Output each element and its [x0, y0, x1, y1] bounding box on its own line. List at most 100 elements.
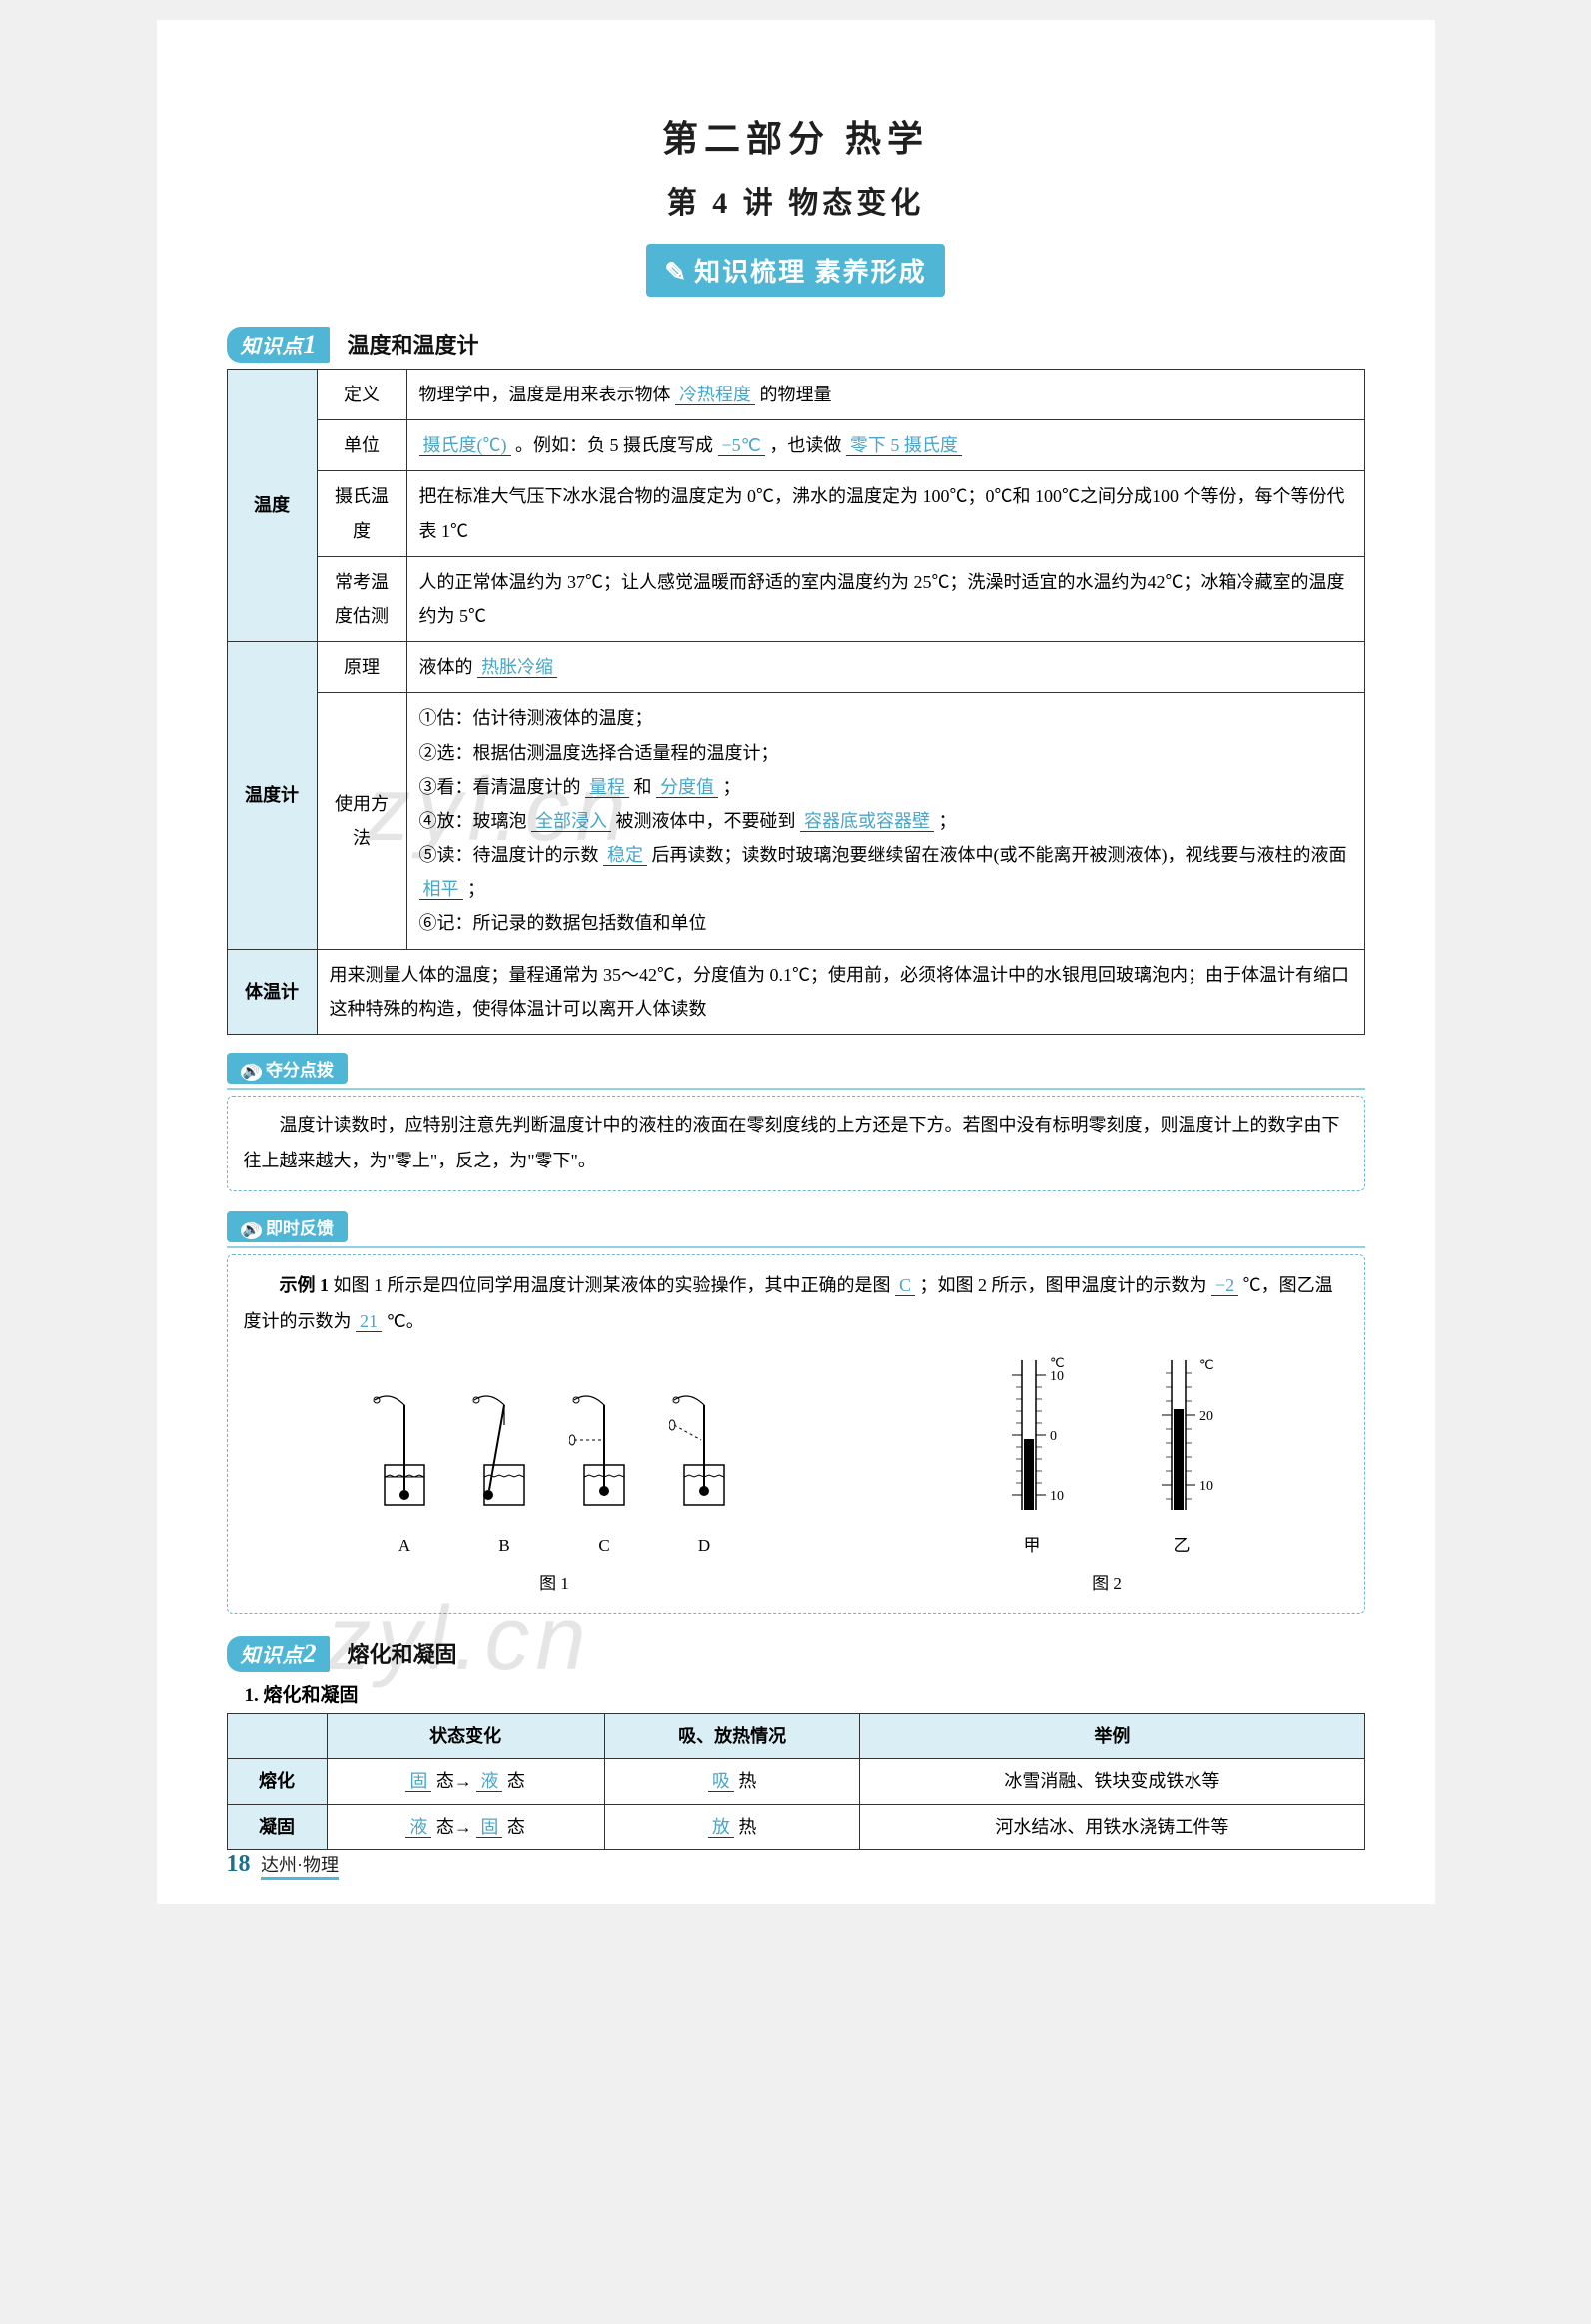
feedback-section: 即时反馈 示例 1 如图 1 所示是四位同学用温度计测某液体的实验操作，其中正确…	[227, 1211, 1365, 1614]
t: ④放：玻璃泡	[419, 811, 532, 831]
t: 态→	[431, 1771, 476, 1791]
t: 热	[734, 1817, 757, 1837]
beaker-d-label: D	[669, 1529, 739, 1563]
feedback-strip	[227, 1246, 1365, 1248]
t: 态	[502, 1771, 525, 1791]
tip-strip	[227, 1088, 1365, 1090]
blank: 分度值	[656, 777, 718, 798]
beaker-a: A	[370, 1395, 439, 1563]
kp2-h1: 状态变化	[327, 1714, 604, 1759]
banner-icon: ✎	[664, 258, 688, 288]
table-row: 单位 摄氏度(℃) 。例如：负 5 摄氏度写成 −5℃ ，也读做 零下 5 摄氏…	[227, 420, 1364, 471]
kp1-r2b-l3: ③看：看清温度计的 量程 和 分度值 ；	[419, 770, 1352, 804]
blank: 液	[405, 1817, 431, 1838]
blank: 量程	[585, 777, 629, 798]
kp2-r0-heat: 吸 热	[604, 1759, 860, 1804]
therm-jia: 10 0 10 ℃ 甲	[992, 1355, 1072, 1563]
kp1-r1a-cell: 物理学中，温度是用来表示物体 冷热程度 的物理量	[406, 370, 1364, 420]
page: zyl.cn zyl.cn 第二部分 热学 第 4 讲 物态变化 ✎知识梳理 素…	[157, 20, 1435, 1904]
t: ；	[463, 879, 486, 899]
kp1-r1b-b3: 零下 5 摄氏度	[846, 435, 962, 456]
kp2-r1-head: 凝固	[227, 1804, 327, 1849]
blank: 全部浸入	[531, 811, 611, 832]
kp1-r1b-b1: 摄氏度(℃)	[419, 435, 511, 456]
kp1-r1a-label: 定义	[317, 370, 406, 420]
feedback-text: 示例 1 如图 1 所示是四位同学用温度计测某液体的实验操作，其中正确的是图 C…	[244, 1267, 1348, 1339]
kp1-r1d-cell: 人的正常体温约为 37℃；让人感觉温暖而舒适的室内温度约为 25℃；洗澡时适宜的…	[406, 556, 1364, 641]
kp1-r1b-t1: 。例如：负 5 摄氏度写成	[511, 435, 718, 455]
kp1-r1b-label: 单位	[317, 420, 406, 471]
table-row: 体温计 用来测量人体的温度；量程通常为 35～42℃，分度值为 0.1℃；使用前…	[227, 949, 1364, 1034]
therm-jia-icon: 10 0 10 ℃	[992, 1355, 1072, 1515]
kp1-badge-text: 知识点	[241, 336, 304, 358]
tick: 10	[1050, 1369, 1064, 1384]
t: 如图 1 所示是四位同学用温度计测某液体的实验操作，其中正确的是图	[329, 1275, 895, 1295]
page-number: 18	[227, 1851, 251, 1877]
page-footer: 18 达州·物理	[227, 1851, 340, 1878]
kp1-r1b-b2: −5℃	[718, 435, 765, 456]
therm-yi-icon: 20 10 ℃	[1142, 1355, 1221, 1515]
table-row: 摄氏温度 把在标准大气压下冰水混合物的温度定为 0℃，沸水的温度定为 100℃；…	[227, 471, 1364, 556]
kp1-r2a-pre: 液体的	[419, 657, 478, 677]
beaker-b-icon	[469, 1395, 539, 1515]
kp1-row1-head: 温度	[227, 370, 317, 642]
beaker-d: D	[669, 1395, 739, 1563]
therm-yi: 20 10 ℃ 乙	[1142, 1355, 1221, 1563]
tip-section: 夺分点拨 温度计读数时，应特别注意先判断温度计中的液柱的液面在零刻度线的上方还是…	[227, 1053, 1365, 1191]
blank: 固	[405, 1771, 431, 1792]
kp1-badge: 知识点1	[227, 327, 330, 363]
table-row: 熔化 固 态→ 液 态 吸 热 冰雪消融、铁块变成铁水等	[227, 1759, 1364, 1804]
kp2-sub-title: 1. 熔化和凝固	[245, 1680, 1365, 1707]
sub-title: 第 4 讲 物态变化	[227, 178, 1365, 222]
tick: 10	[1199, 1479, 1213, 1494]
blank: C	[895, 1275, 915, 1296]
fig1-caption: 图 1	[370, 1567, 739, 1601]
kp1-r2a-cell: 液体的 热胀冷缩	[406, 642, 1364, 693]
therm-yi-label: 乙	[1142, 1529, 1221, 1563]
unit: ℃	[1050, 1355, 1065, 1370]
kp2-r1-heat: 放 热	[604, 1804, 860, 1849]
kp1-r1d-label: 常考温度估测	[317, 556, 406, 641]
kp1-r2a-label: 原理	[317, 642, 406, 693]
table-row: 常考温度估测 人的正常体温约为 37℃；让人感觉温暖而舒适的室内温度约为 25℃…	[227, 556, 1364, 641]
tick: 0	[1050, 1429, 1057, 1444]
kp1-r1a-blank: 冷热程度	[675, 385, 755, 405]
beaker-d-icon	[669, 1395, 739, 1515]
beaker-a-label: A	[370, 1529, 439, 1563]
kp1-row3-head: 体温计	[227, 949, 317, 1034]
kp2-h0	[227, 1714, 327, 1759]
figure-row: A B	[244, 1355, 1348, 1601]
t: 和	[629, 777, 656, 797]
t: ；	[718, 777, 741, 797]
kp2-badge-num: 2	[304, 1639, 318, 1668]
kp2-r0-change: 固 态→ 液 态	[327, 1759, 604, 1804]
t: ℃。	[382, 1311, 424, 1331]
kp2-r1-ex: 河水结冰、用铁水浇铸工件等	[860, 1804, 1364, 1849]
unit: ℃	[1199, 1357, 1214, 1372]
footer-text: 达州·物理	[261, 1855, 339, 1880]
t: ；	[934, 811, 957, 831]
kp1-r3-cell: 用来测量人体的温度；量程通常为 35～42℃，分度值为 0.1℃；使用前，必须将…	[317, 949, 1364, 1034]
fig2-caption: 图 2	[992, 1567, 1221, 1601]
kp2-h3: 举例	[860, 1714, 1364, 1759]
therm-set: 10 0 10 ℃ 甲	[992, 1355, 1221, 1563]
kp2-title: 熔化和凝固	[348, 1637, 457, 1669]
kp2-header: 知识点2 熔化和凝固	[227, 1636, 1365, 1672]
kp2-h2: 吸、放热情况	[604, 1714, 860, 1759]
kp1-r2b-cell: ①估：估计待测液体的温度； ②选：根据估测温度选择合适量程的温度计； ③看：看清…	[406, 693, 1364, 949]
figure-1: A B	[370, 1395, 739, 1601]
therm-jia-label: 甲	[992, 1529, 1072, 1563]
blank: 21	[356, 1311, 382, 1332]
table-row: 使用方法 ①估：估计待测液体的温度； ②选：根据估测温度选择合适量程的温度计； …	[227, 693, 1364, 949]
kp1-r1a-post: 的物理量	[755, 385, 832, 404]
t: 后再读数；读数时玻璃泡要继续留在液体中(或不能离开被测液体)，视线要与液柱的液面	[647, 845, 1346, 865]
table-row: 温度 定义 物理学中，温度是用来表示物体 冷热程度 的物理量	[227, 370, 1364, 420]
tip-box: 温度计读数时，应特别注意先判断温度计中的液柱的液面在零刻度线的上方还是下方。若图…	[227, 1096, 1365, 1191]
kp1-row2-head: 温度计	[227, 642, 317, 950]
banner-wrap: ✎知识梳理 素养形成	[227, 244, 1365, 297]
kp2-r0-ex: 冰雪消融、铁块变成铁水等	[860, 1759, 1364, 1804]
kp2-r0-head: 熔化	[227, 1759, 327, 1804]
kp1-r1b-t2: ，也读做	[765, 435, 846, 455]
kp1-r2b-l4: ④放：玻璃泡 全部浸入 被测液体中，不要碰到 容器底或容器壁 ；	[419, 804, 1352, 838]
t: ；如图 2 所示，图甲温度计的示数为	[915, 1275, 1211, 1295]
